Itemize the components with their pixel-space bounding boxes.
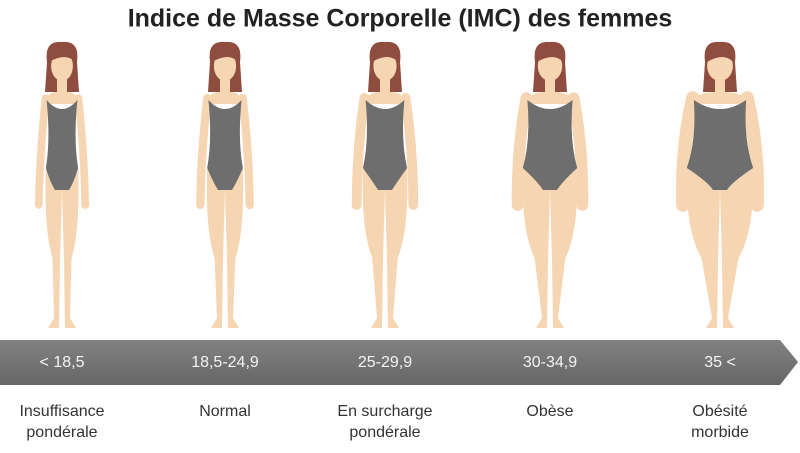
shoulders <box>364 92 406 104</box>
leg <box>720 168 754 328</box>
shoulders <box>45 92 79 104</box>
leg <box>362 168 385 328</box>
figure <box>675 41 765 328</box>
bmi-range: 25-29,9 <box>358 354 412 371</box>
category-label: Obésité <box>692 403 747 420</box>
category-label: En surcharge <box>337 403 432 420</box>
arm <box>675 91 700 212</box>
swimsuit <box>686 100 754 190</box>
hair-top <box>372 46 398 62</box>
category-label: pondérale <box>26 424 97 441</box>
leg <box>45 168 62 328</box>
category-label: Obèse <box>526 403 573 420</box>
figure <box>351 41 419 328</box>
figure <box>196 41 254 328</box>
labels: < 18,5 Insuffisance pondérale 18,5-24,9 Norm… <box>19 354 749 441</box>
swimsuit <box>362 100 408 190</box>
category-label: morbide <box>691 424 749 441</box>
leg <box>550 168 578 328</box>
category-label: Normal <box>199 403 251 420</box>
leg <box>686 168 720 328</box>
neck <box>715 78 725 96</box>
figures <box>34 41 765 328</box>
shoulders <box>692 92 748 104</box>
shoulders <box>207 92 243 104</box>
neck <box>57 78 67 96</box>
arm <box>238 93 254 210</box>
leg <box>225 168 244 328</box>
leg <box>385 168 408 328</box>
bmi-range: 18,5-24,9 <box>191 354 259 371</box>
swimsuit <box>45 100 79 190</box>
title: Indice de Masse Corporelle (IMC) des fem… <box>128 5 673 33</box>
neck <box>380 78 390 96</box>
head <box>213 51 237 81</box>
hair-top <box>49 46 75 62</box>
leg <box>522 168 550 328</box>
leg <box>206 168 225 328</box>
figure <box>34 41 90 328</box>
neck <box>220 78 230 96</box>
figure <box>511 41 589 328</box>
head <box>51 51 73 81</box>
hair-top <box>212 46 238 62</box>
swimsuit <box>207 100 243 190</box>
arm <box>196 93 212 210</box>
hair-top <box>537 46 563 62</box>
bmi-range: < 18,5 <box>40 354 85 371</box>
arm <box>351 93 370 210</box>
arm <box>400 93 419 210</box>
shoulders <box>526 92 574 104</box>
leg <box>62 168 79 328</box>
hair-top <box>707 46 733 62</box>
arm <box>740 91 765 212</box>
bmi-range: 35 < <box>704 354 736 371</box>
category-label: pondérale <box>349 424 420 441</box>
arm <box>567 92 589 211</box>
arm <box>511 92 533 211</box>
bmi-range: 30-34,9 <box>523 354 577 371</box>
arm <box>34 94 50 209</box>
swimsuit <box>522 100 578 190</box>
category-label: Insuffisance <box>19 403 104 420</box>
arm <box>74 94 90 209</box>
neck <box>545 78 555 96</box>
bmi-scale-arrow <box>0 340 798 385</box>
